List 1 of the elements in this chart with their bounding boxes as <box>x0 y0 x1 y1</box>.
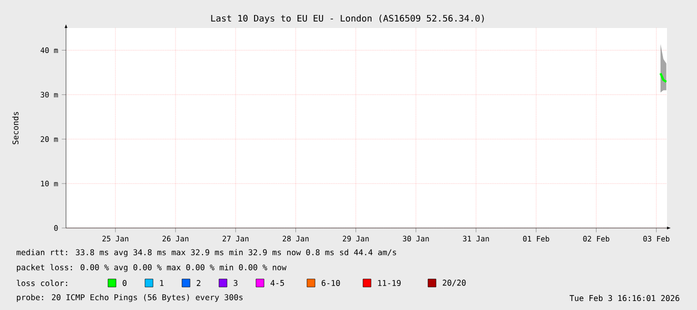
chart-title: Last 10 Days to EU EU - London (AS16509 52.56.34.0) <box>211 14 484 24</box>
